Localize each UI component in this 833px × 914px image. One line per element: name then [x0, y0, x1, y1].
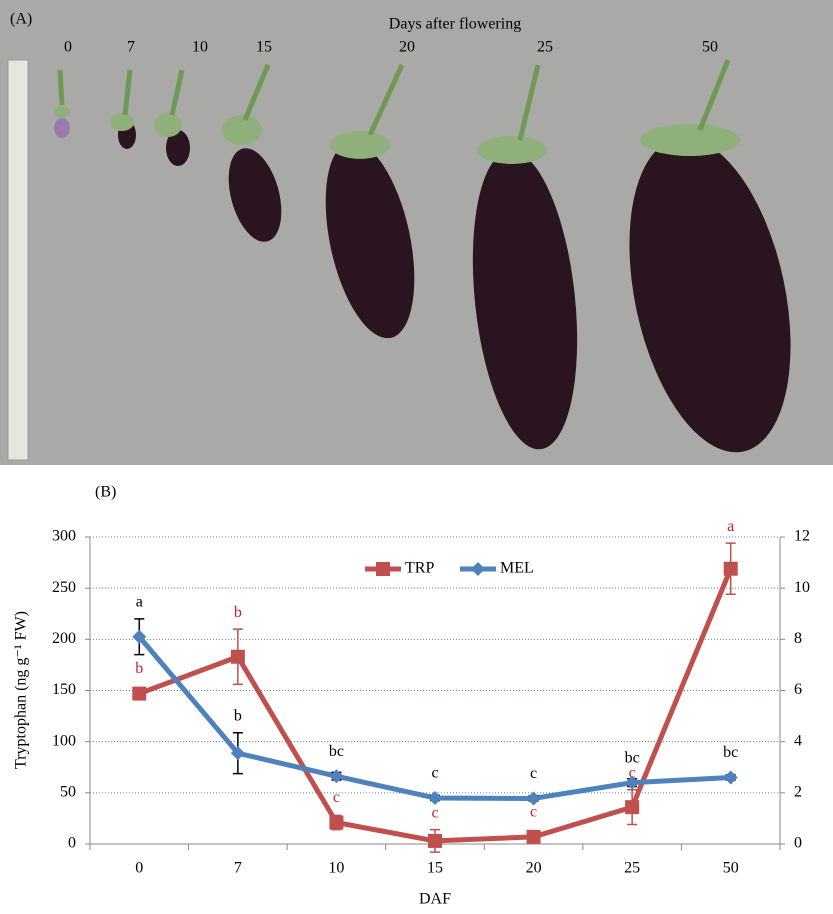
- significance-letter: b: [234, 707, 242, 724]
- marker: [526, 829, 541, 844]
- y2-tick-label: 6: [794, 681, 802, 698]
- x-tick-label: 10: [328, 860, 344, 877]
- x-tick-label: 20: [526, 860, 542, 877]
- y2-tick-label: 10: [794, 579, 810, 596]
- panel-label: (A): [10, 11, 32, 28]
- legend-label: TRP: [405, 560, 434, 577]
- significance-letter: c: [530, 804, 537, 821]
- y-tick-label: 300: [52, 528, 76, 545]
- marker: [723, 561, 738, 576]
- y-tick-label: 100: [52, 732, 76, 749]
- significance-letter: a: [136, 594, 143, 611]
- y2-tick-label: 0: [794, 835, 802, 852]
- x-tick-label: 25: [624, 860, 640, 877]
- day-label: 0: [64, 39, 72, 56]
- y-tick-label: 250: [52, 579, 76, 596]
- marker: [625, 775, 640, 790]
- legend-marker: [376, 562, 390, 576]
- photo-title: Days after flowering: [389, 16, 521, 33]
- x-tick-label: 7: [234, 860, 242, 877]
- significance-letter: c: [333, 789, 340, 806]
- significance-letter: b: [135, 660, 143, 677]
- significance-letter: a: [727, 518, 734, 535]
- marker: [329, 769, 344, 784]
- y-tick-label: 0: [68, 835, 76, 852]
- marker: [329, 815, 344, 830]
- stems: [57, 59, 731, 141]
- day-label: 25: [537, 39, 553, 56]
- legend-label: MEL: [500, 560, 534, 577]
- y-tick-label: 200: [52, 630, 76, 647]
- y2-tick-label: 12: [794, 528, 810, 545]
- significance-letter: c: [629, 764, 636, 781]
- day-label: 15: [256, 39, 272, 56]
- photo: (A) Days after flowering: [0, 0, 833, 465]
- y2-tick-label: 8: [794, 630, 802, 647]
- marker: [230, 746, 245, 761]
- ruler: [7, 59, 29, 461]
- y-tick-label: 150: [52, 681, 76, 698]
- marker: [230, 649, 245, 664]
- x-tick-label: 0: [135, 860, 143, 877]
- day-label: 7: [127, 39, 135, 56]
- significance-letter: c: [431, 765, 438, 782]
- calyxes: [54, 106, 740, 164]
- y-axis-label: Tryptophan (ng g⁻¹ FW): [13, 611, 30, 769]
- significance-letter: b: [234, 604, 242, 621]
- significance-letter: c: [530, 765, 537, 782]
- x-tick-label: 15: [427, 860, 443, 877]
- day-label: 10: [192, 39, 208, 56]
- marker: [132, 629, 147, 644]
- significance-letter: c: [431, 804, 438, 821]
- y2-tick-label: 4: [794, 732, 802, 749]
- legend-marker: [471, 562, 485, 576]
- marker: [132, 686, 147, 701]
- marker: [625, 800, 640, 815]
- y-tick-label: 50: [60, 784, 76, 801]
- eggplants: [54, 118, 791, 453]
- day-label: 20: [399, 39, 415, 56]
- significance-letter: bc: [625, 749, 640, 766]
- panel-label: (B): [95, 484, 116, 501]
- marker: [428, 790, 442, 805]
- day-label: 50: [702, 39, 718, 56]
- marker: [428, 833, 442, 848]
- x-axis-label: DAF: [419, 891, 451, 908]
- y2-tick-label: 2: [794, 784, 802, 801]
- significance-letter: bc: [329, 743, 344, 760]
- significance-letter: bc: [723, 744, 738, 761]
- x-tick-label: 50: [723, 860, 739, 877]
- marker: [723, 770, 738, 785]
- marker: [526, 791, 541, 806]
